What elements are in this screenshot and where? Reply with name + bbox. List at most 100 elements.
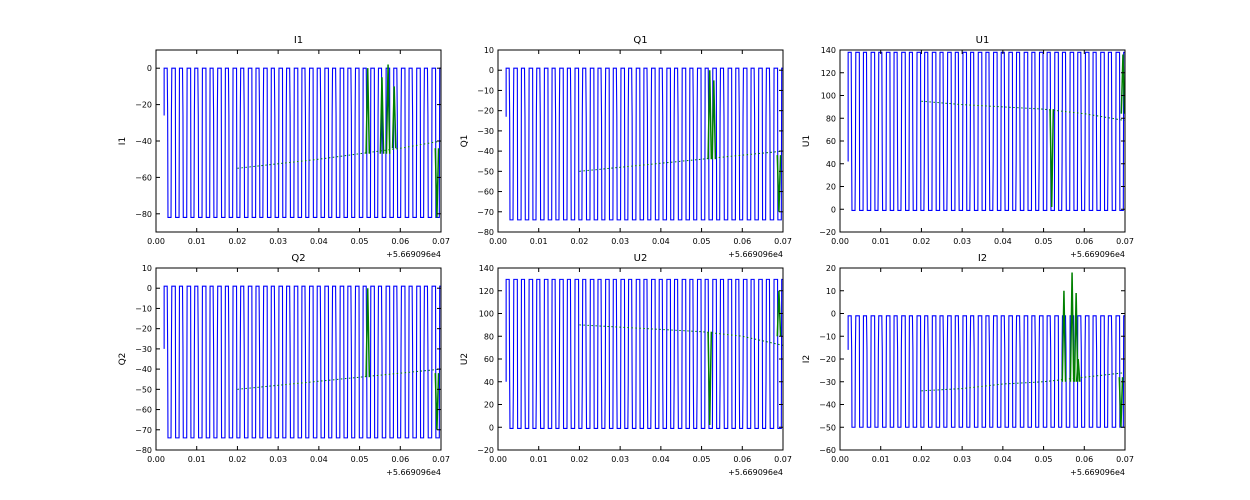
x-tick-label: 0.02	[571, 237, 589, 246]
y-tick-label: 60	[826, 137, 836, 146]
series-line-1	[237, 368, 441, 390]
y-tick-label: 40	[826, 160, 836, 169]
y-tick-label: −20	[477, 446, 494, 455]
series-spike-4	[1118, 377, 1124, 428]
y-tick-label: −80	[477, 228, 494, 237]
series-spike-0	[365, 68, 371, 154]
y-tick-label: −20	[135, 101, 152, 110]
y-tick-label: −50	[477, 167, 494, 176]
series-line-1	[579, 324, 783, 346]
y-tick-label: 100	[479, 310, 494, 319]
x-tick-label: 0.02	[571, 455, 589, 464]
x-tick-label: 0.00	[831, 237, 849, 246]
subplot-q1: 0.00 0.01 0.02 0.03 0.04 0.05 0.06 0.07 10 0 −10 −2…	[460, 35, 792, 259]
y-tick-label: −70	[477, 208, 494, 217]
series-line-0	[163, 67, 441, 218]
y-tick-label: −80	[135, 210, 152, 219]
x-tick-label: 0.01	[872, 237, 890, 246]
series-line-0	[847, 51, 1125, 211]
y-tick-label: 10	[142, 264, 152, 273]
x-tick-label: 0.04	[994, 237, 1012, 246]
x-tick-label: 0.05	[351, 237, 369, 246]
x-offset-label: +5.669096e4	[386, 468, 441, 477]
series-spike-2	[385, 64, 391, 154]
series-spike-1	[1069, 272, 1075, 382]
x-offset-label: +5.669096e4	[728, 250, 783, 259]
x-tick-label: 0.07	[774, 455, 792, 464]
y-tick-label: 0	[831, 205, 836, 214]
x-tick-label: 0.06	[391, 237, 409, 246]
series-line-0	[505, 67, 783, 221]
x-tick-label: 0.04	[310, 455, 328, 464]
series-spike-0	[707, 331, 713, 425]
subplot-title: I1	[294, 35, 303, 46]
x-tick-label: 0.03	[269, 237, 287, 246]
y-axis-label: I1	[118, 137, 128, 145]
x-tick-label: 0.03	[611, 455, 629, 464]
series-spike-0	[1061, 290, 1067, 382]
x-tick-label: 0.02	[913, 237, 931, 246]
y-tick-label: −30	[135, 345, 152, 354]
y-tick-label: 140	[821, 46, 836, 55]
series-line-1	[921, 100, 1125, 122]
x-tick-label: 0.01	[188, 455, 206, 464]
x-tick-label: 0.06	[733, 455, 751, 464]
x-tick-label: 0.00	[489, 455, 507, 464]
y-tick-label: −60	[135, 173, 152, 182]
series-spike-4	[434, 148, 440, 218]
series-spike-3	[391, 86, 397, 149]
subplot-q2: 0.00 0.01 0.02 0.03 0.04 0.05 0.06 0.07 10 0 −10 −2…	[118, 253, 450, 477]
y-tick-label: −20	[819, 355, 836, 364]
y-tick-label: −60	[135, 406, 152, 415]
series-spike-1	[1120, 54, 1125, 114]
subplot-i2: 0.00 0.01 0.02 0.03 0.04 0.05 0.06 0.07 20 10 0 −10…	[802, 253, 1134, 477]
y-tick-label: 80	[484, 332, 494, 341]
x-tick-label: 0.02	[229, 455, 247, 464]
y-tick-label: −40	[135, 137, 152, 146]
y-tick-label: 20	[826, 264, 836, 273]
y-axis-label: Q2	[118, 353, 128, 366]
y-tick-label: −80	[135, 446, 152, 455]
subplot-u2: 0.00 0.01 0.02 0.03 0.04 0.05 0.06 0.07 140 120 10…	[460, 253, 792, 477]
x-tick-label: 0.03	[953, 455, 971, 464]
series-spike-0	[365, 288, 371, 378]
series-spike-0	[707, 70, 713, 160]
x-tick-label: 0.00	[147, 455, 165, 464]
y-axis-label: Q1	[460, 135, 470, 148]
series-line-0	[847, 315, 1125, 428]
series-spike-1	[711, 80, 717, 160]
x-tick-label: 0.06	[1075, 455, 1093, 464]
y-tick-label: −10	[477, 86, 494, 95]
x-tick-label: 0.06	[733, 237, 751, 246]
y-tick-label: 20	[484, 401, 494, 410]
y-tick-label: 20	[826, 183, 836, 192]
y-tick-label: −60	[819, 446, 836, 455]
y-tick-label: −50	[135, 385, 152, 394]
x-tick-label: 0.00	[147, 237, 165, 246]
y-tick-label: 0	[147, 64, 152, 73]
x-offset-label: +5.669096e4	[386, 250, 441, 259]
x-tick-label: 0.00	[831, 455, 849, 464]
x-tick-label: 0.01	[188, 237, 206, 246]
x-tick-label: 0.07	[1116, 237, 1134, 246]
x-tick-label: 0.07	[1116, 455, 1134, 464]
y-tick-label: 40	[484, 378, 494, 387]
x-tick-label: 0.02	[913, 455, 931, 464]
x-tick-label: 0.03	[953, 237, 971, 246]
axes-frame	[497, 49, 784, 233]
y-tick-label: 60	[484, 355, 494, 364]
x-tick-label: 0.05	[693, 455, 711, 464]
y-tick-label: −20	[135, 325, 152, 334]
x-tick-label: 0.00	[489, 237, 507, 246]
y-tick-label: 140	[479, 264, 494, 273]
y-tick-label: −30	[477, 127, 494, 136]
y-tick-label: −40	[477, 147, 494, 156]
y-axis-label: I2	[802, 355, 812, 363]
y-tick-label: 10	[826, 287, 836, 296]
x-tick-label: 0.01	[530, 237, 548, 246]
y-tick-label: −30	[819, 378, 836, 387]
subplot-title: Q2	[291, 253, 305, 264]
y-tick-label: −20	[819, 228, 836, 237]
x-tick-label: 0.01	[530, 455, 548, 464]
